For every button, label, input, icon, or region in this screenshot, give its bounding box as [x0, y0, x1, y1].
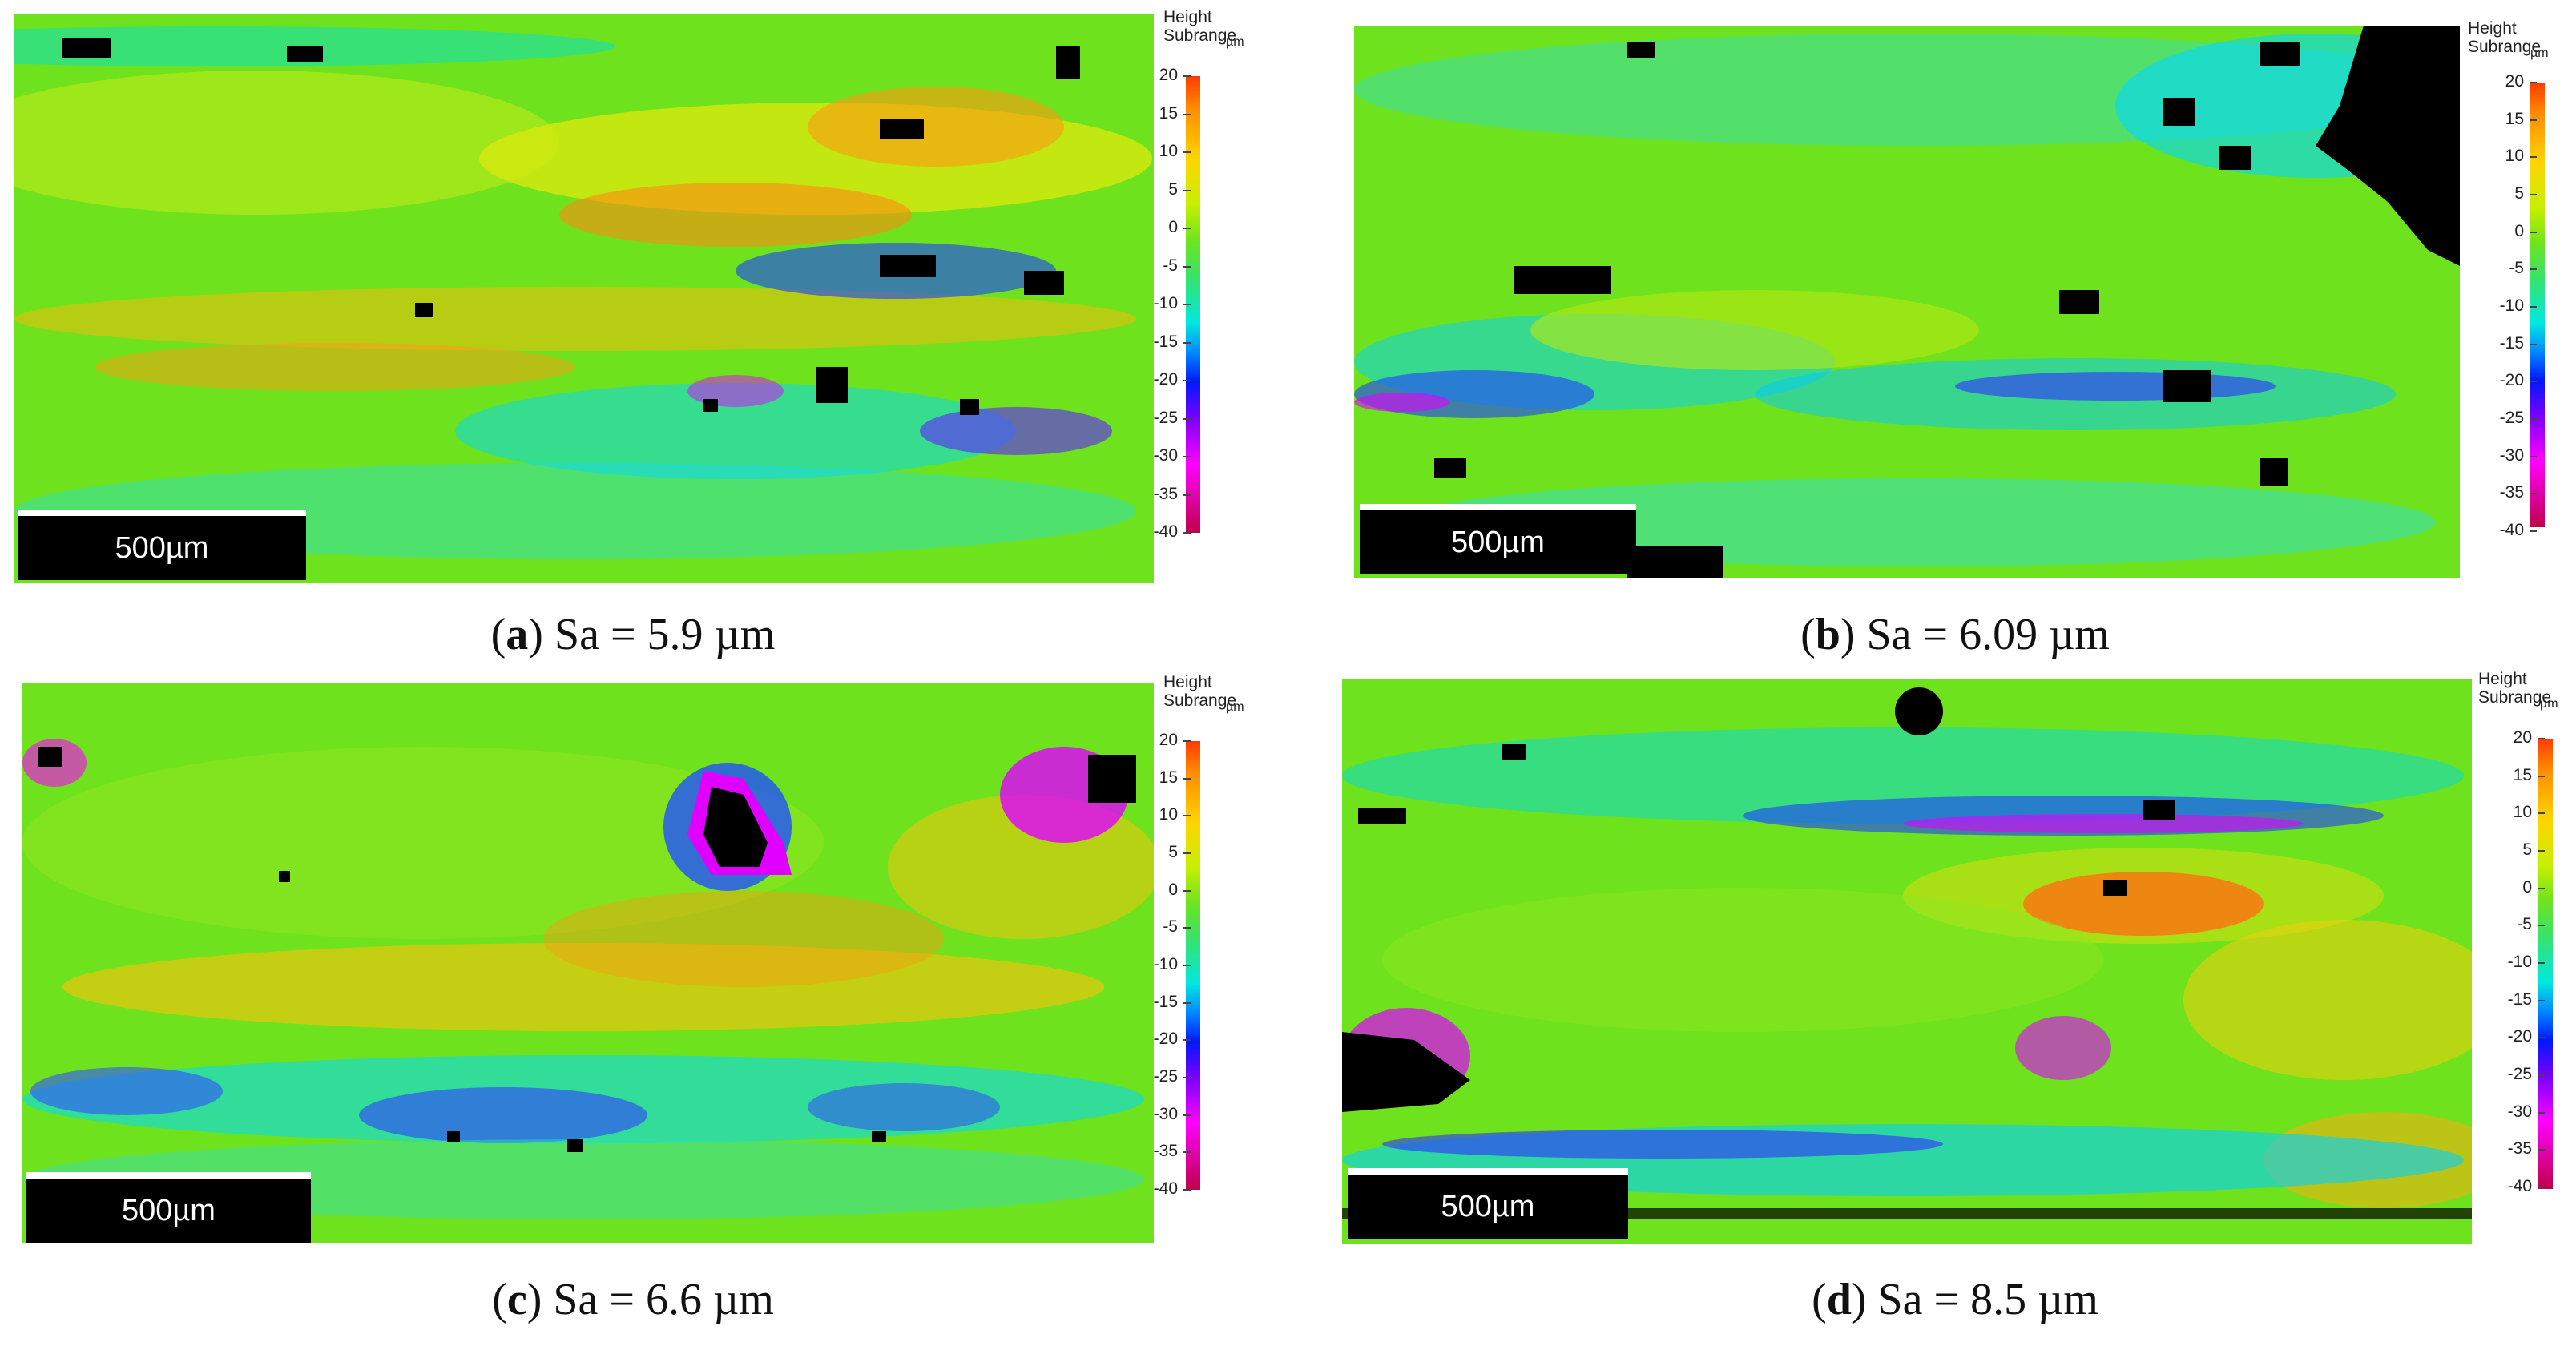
- colorbar-title-line2: Subrange: [2468, 38, 2542, 56]
- colorbar-tick-label: -30: [2507, 1102, 2546, 1121]
- scale-bar-a: 500µm: [18, 510, 306, 580]
- colorbar-tick-label: -30: [2499, 445, 2538, 465]
- colorbar-tick-label: 20: [1159, 731, 1191, 749]
- colorbar-tick-label: -10: [1153, 955, 1191, 973]
- colorbar-unit-a: µm: [1226, 35, 1244, 49]
- height-map-b: [1354, 26, 2460, 578]
- caption-value: Sa = 8.5 µm: [1877, 1275, 2098, 1324]
- colorbar-tick-label: 5: [1168, 179, 1191, 199]
- colorbar-tick-label: 15: [1159, 768, 1191, 787]
- colorbar-tick-label: -40: [1153, 1179, 1191, 1198]
- scale-bar-b: 500µm: [1360, 504, 1636, 574]
- colorbar-tick-label: 10: [2513, 803, 2546, 822]
- colorbar-tick-label: -40: [2507, 1177, 2546, 1195]
- caption-letter: d: [1826, 1275, 1852, 1324]
- colorbar-tick-label: -20: [1153, 370, 1191, 389]
- caption-letter: b: [1815, 610, 1840, 659]
- colorbar-tick-label: -40: [2499, 521, 2538, 539]
- height-map-a-texture: [14, 14, 1154, 583]
- colorbar-tick-label: 5: [2522, 840, 2545, 859]
- colorbar-b: [2530, 83, 2545, 527]
- caption-value: Sa = 6.6 µm: [553, 1275, 774, 1324]
- colorbar-title-line1: Height: [2468, 19, 2517, 38]
- colorbar-ticks-b: 20 15 10 5 0 -5 -10 -15 -20 -25 -30 -35 -40: [2484, 72, 2538, 545]
- colorbar-title-line1: Height: [1163, 8, 1212, 26]
- colorbar-tick-label: 5: [1168, 843, 1191, 861]
- colorbar-tick-label: 15: [2513, 765, 2546, 784]
- colorbar-title-d: Height Subrange: [2478, 670, 2551, 707]
- colorbar-tick-label: -5: [2509, 259, 2537, 278]
- colorbar-tick-label: -5: [2517, 915, 2545, 934]
- caption-b: (b) Sa = 6.09 µm: [1800, 610, 2110, 659]
- colorbar-title-line1: Height: [2478, 670, 2527, 688]
- height-map-a: [14, 14, 1154, 583]
- colorbar-tick-label: -5: [1163, 917, 1191, 937]
- colorbar-unit-d: µm: [2540, 697, 2558, 711]
- colorbar-tick-label: 0: [2522, 877, 2545, 897]
- colorbar-tick-label: -35: [1153, 1142, 1191, 1161]
- colorbar-tick-label: -25: [1153, 408, 1191, 427]
- colorbar-tick-label: -40: [1153, 522, 1191, 541]
- colorbar-tick-label: -30: [1153, 1104, 1191, 1123]
- colorbar-tick-label: -35: [2499, 483, 2538, 502]
- colorbar-tick-label: -25: [2507, 1065, 2546, 1083]
- caption-c: (c) Sa = 6.6 µm: [492, 1275, 774, 1324]
- colorbar-tick-label: 20: [2505, 72, 2538, 91]
- colorbar-tick-label: 10: [1159, 805, 1191, 824]
- colorbar-title-line2: Subrange: [1163, 26, 1237, 45]
- colorbar-tick-label: 0: [1168, 880, 1191, 899]
- colorbar-tick-label: -20: [2507, 1027, 2546, 1046]
- colorbar-tick-label: 5: [2514, 184, 2537, 203]
- colorbar-tick-label: 15: [1159, 103, 1191, 123]
- colorbar-tick-label: -20: [1153, 1030, 1191, 1049]
- colorbar-title-line1: Height: [1163, 673, 1212, 691]
- scale-bar-d: 500µm: [1348, 1168, 1628, 1239]
- colorbar-title-b: Height Subrange: [2468, 19, 2541, 56]
- caption-value: Sa = 6.09 µm: [1866, 610, 2110, 659]
- height-map-c: [22, 683, 1154, 1243]
- colorbar-tick-label: -20: [2499, 371, 2538, 390]
- colorbar-ticks-d: 20 15 10 5 0 -5 -10 -15 -20 -25 -30 -35 -40: [2492, 728, 2546, 1201]
- height-map-b-texture: [1354, 26, 2460, 578]
- caption-d: (d) Sa = 8.5 µm: [1812, 1275, 2098, 1324]
- colorbar-unit-c: µm: [1226, 700, 1244, 714]
- colorbar-title-c: Height Subrange: [1163, 673, 1236, 710]
- colorbar-tick-label: 20: [2513, 728, 2546, 747]
- colorbar-tick-label: -10: [2507, 953, 2546, 971]
- colorbar-tick-label: 20: [1159, 66, 1191, 84]
- colorbar-tick-label: -15: [1153, 992, 1191, 1011]
- colorbar-tick-label: 0: [2514, 221, 2537, 240]
- colorbar-tick-label: -5: [1163, 256, 1191, 275]
- colorbar-tick-label: 10: [2505, 147, 2538, 166]
- colorbar-tick-label: 0: [1168, 218, 1191, 236]
- colorbar-tick-label: 10: [1159, 142, 1191, 160]
- colorbar-tick-label: -35: [2507, 1139, 2546, 1159]
- caption-a: (a) Sa = 5.9 µm: [490, 610, 776, 659]
- colorbar-tick-label: -25: [1153, 1067, 1191, 1086]
- colorbar-tick-label: -30: [1153, 446, 1191, 465]
- colorbar-tick-label: -25: [2499, 409, 2538, 427]
- colorbar-ticks-a: 20 15 10 5 0 -5 -10 -15 -20 -25 -30 -35 -40: [1138, 66, 1191, 546]
- colorbar-ticks-c: 20 15 10 5 0 -5 -10 -15 -20 -25 -30 -35 -40: [1138, 731, 1191, 1203]
- colorbar-tick-label: -10: [2499, 296, 2538, 315]
- colorbar-title-line2: Subrange: [1163, 691, 1237, 710]
- colorbar-title-line2: Subrange: [2478, 688, 2552, 707]
- caption-value: Sa = 5.9 µm: [554, 610, 776, 659]
- scale-bar-c: 500µm: [26, 1172, 311, 1243]
- caption-letter: a: [506, 610, 529, 659]
- colorbar-tick-label: -15: [2507, 989, 2546, 1009]
- colorbar-tick-label: -35: [1153, 484, 1191, 503]
- colorbar-title-a: Height Subrange: [1163, 8, 1236, 45]
- colorbar-tick-label: -10: [1153, 294, 1191, 312]
- colorbar-tick-label: 15: [2505, 109, 2538, 128]
- height-map-d-texture: [1342, 679, 2472, 1244]
- caption-letter: c: [506, 1275, 527, 1324]
- colorbar-d: [2538, 739, 2553, 1189]
- colorbar-unit-b: µm: [2530, 46, 2549, 60]
- colorbar-tick-label: -15: [1153, 332, 1191, 351]
- height-map-c-texture: [22, 683, 1154, 1243]
- colorbar-tick-label: -15: [2499, 333, 2538, 353]
- height-map-d: [1342, 679, 2472, 1244]
